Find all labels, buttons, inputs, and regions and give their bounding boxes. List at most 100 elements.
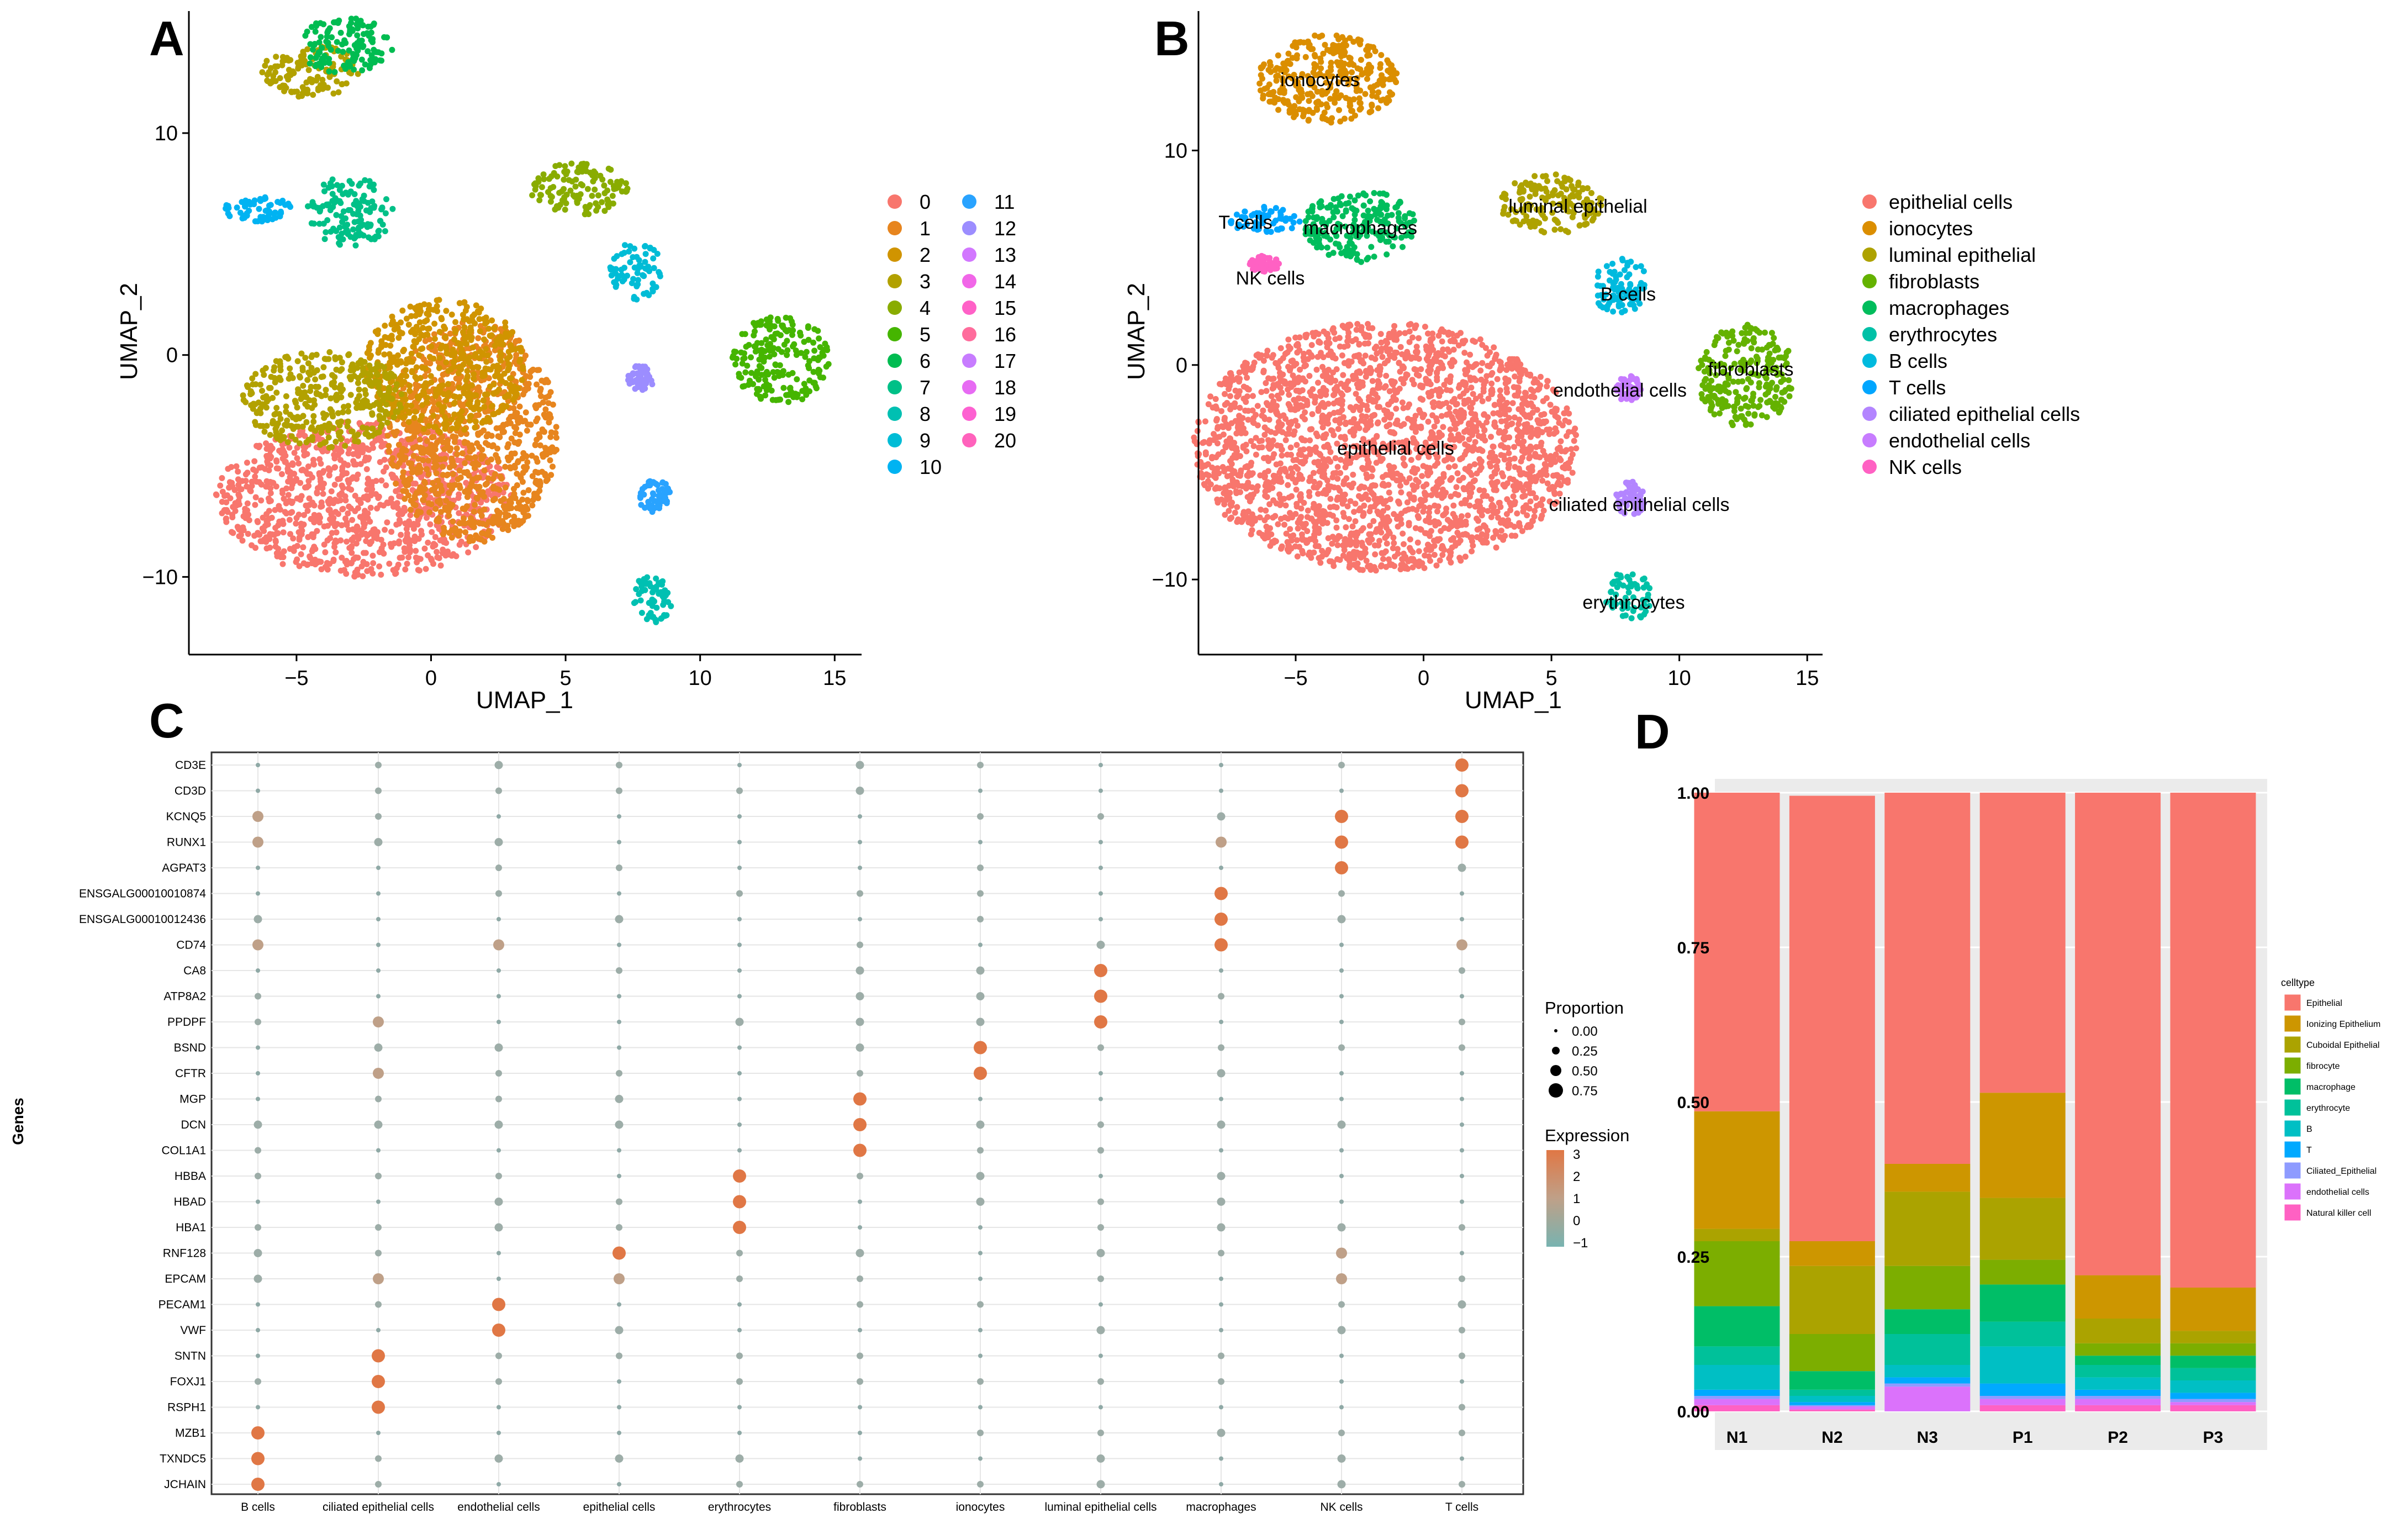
point [336,355,343,361]
point [762,354,768,361]
point [330,556,337,563]
point [431,335,438,342]
point [632,386,638,392]
point [484,352,491,358]
point [267,490,274,497]
point [340,409,346,415]
point [496,466,503,472]
point [299,466,306,473]
point [642,483,648,490]
point [343,571,350,577]
point [320,491,326,497]
point [318,558,324,565]
point [332,464,339,471]
point [420,497,426,503]
point [435,477,441,484]
point [295,460,302,467]
point [413,490,420,496]
point [313,391,320,397]
cluster-11 [637,478,673,515]
point [277,75,283,81]
point [280,529,287,536]
point [283,393,289,399]
point [447,330,453,337]
point [263,440,270,447]
point [408,436,414,442]
point [453,553,460,560]
point [312,63,319,70]
legend-label: 0 [920,191,931,213]
point [237,531,244,538]
point [279,58,286,65]
point [369,570,376,577]
point [383,482,389,489]
point [642,242,648,249]
point [345,408,352,415]
point [1418,526,1424,533]
point [1254,403,1261,409]
point [512,409,519,416]
panel-letter-a: A [149,11,184,66]
point [443,359,450,366]
point [405,321,412,328]
point [279,446,286,452]
point [462,333,468,340]
point [341,62,347,69]
point [601,182,608,189]
point [427,521,434,528]
point [1534,407,1540,413]
point [223,515,229,522]
point [618,266,625,273]
point [416,436,423,443]
point [283,403,289,410]
point [382,228,388,234]
point [646,479,652,485]
point [386,449,393,455]
point [474,399,481,405]
point [511,450,518,457]
point [463,470,469,476]
point [810,339,817,346]
cluster-12 [625,363,656,393]
point [411,414,418,421]
point [502,324,509,330]
point [456,300,463,307]
point [415,517,421,523]
point [631,600,637,607]
point [305,483,312,489]
point [799,396,806,403]
point [1359,540,1365,546]
point [763,322,770,329]
point [377,218,383,224]
point [317,476,324,482]
point [510,397,516,403]
legend-key [962,407,976,421]
point [1325,420,1331,427]
point [296,563,303,570]
point [1287,444,1294,451]
point [252,494,259,500]
point [347,234,354,240]
point [452,525,458,531]
point [534,381,540,388]
point [348,560,355,567]
point [285,492,292,498]
point [245,384,251,391]
point [519,377,525,383]
point [431,424,437,430]
point [1295,525,1301,532]
point [1292,334,1299,341]
point [650,255,657,262]
point [232,508,239,514]
point [277,415,284,422]
panel-b-umap-celltypes: −5 0 5 10 15−10010 UMAP_1 UMAP_2 ionocytes l… [1123,11,2080,714]
point [484,459,491,466]
point [1363,557,1370,564]
point [336,241,343,248]
point [485,488,492,494]
point [331,68,338,75]
legend-label: 4 [920,297,931,319]
point [302,355,309,361]
point [532,441,538,448]
point [1315,331,1322,338]
